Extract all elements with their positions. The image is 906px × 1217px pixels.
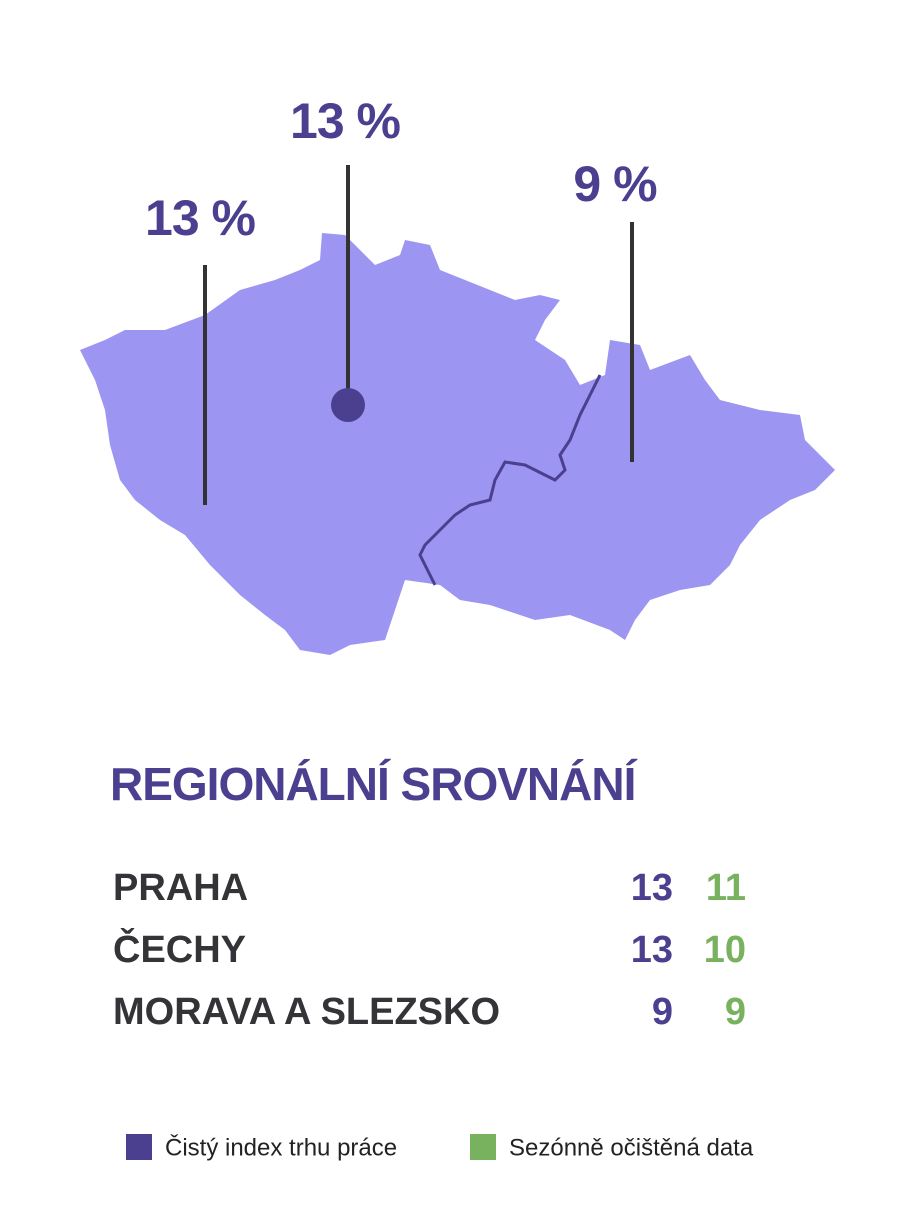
legend-swatch <box>126 1134 152 1160</box>
table: PRAHA 13 11 ČECHY 13 10 MORAVA A SLEZSKO 9 9 <box>113 867 746 1033</box>
praha-marker <box>331 388 365 422</box>
map-label: 13 % <box>145 190 256 246</box>
row-value: 10 <box>704 929 746 971</box>
row-value: 9 <box>725 991 746 1033</box>
region-border <box>418 374 602 586</box>
map-shape <box>80 233 835 655</box>
row-name: PRAHA <box>113 867 248 909</box>
row-value: 9 <box>652 991 673 1033</box>
row-value: 13 <box>631 867 673 909</box>
legend-label: Čistý index trhu práce <box>165 1133 397 1161</box>
row-name: MORAVA A SLEZSKO <box>113 991 500 1033</box>
map-label: 9 % <box>573 156 657 212</box>
legend-swatch <box>470 1134 496 1160</box>
section-title: REGIONÁLNÍ SROVNÁNÍ <box>110 758 638 810</box>
row-value: 11 <box>706 867 746 909</box>
row-value: 13 <box>631 929 673 971</box>
legend-label: Sezónně očištěná data <box>509 1134 754 1161</box>
map-label: 13 % <box>290 93 401 149</box>
row-name: ČECHY <box>113 926 246 971</box>
